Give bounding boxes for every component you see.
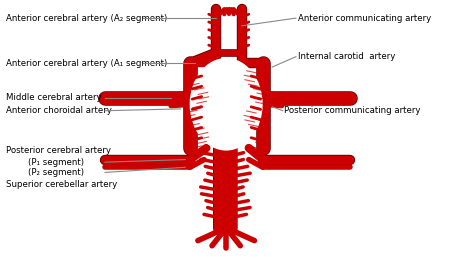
Text: (P₁ segment): (P₁ segment) (6, 158, 84, 167)
Text: Middle cerebral artery: Middle cerebral artery (6, 93, 102, 102)
Text: Superior cerebellar artery: Superior cerebellar artery (6, 179, 118, 188)
Text: Posterior communicating artery: Posterior communicating artery (284, 106, 420, 115)
Text: Posterior cerebral artery: Posterior cerebral artery (6, 146, 111, 155)
Ellipse shape (190, 58, 263, 151)
Text: Internal carotid  artery: Internal carotid artery (298, 52, 396, 61)
Text: Anterior cerebral artery (A₁ segment): Anterior cerebral artery (A₁ segment) (6, 58, 167, 68)
Text: Anterior choroidal artery: Anterior choroidal artery (6, 106, 112, 115)
Text: Anterior cerebral artery (A₂ segment): Anterior cerebral artery (A₂ segment) (6, 14, 167, 23)
Text: Anterior communicating artery: Anterior communicating artery (298, 14, 431, 23)
Text: (P₂ segment): (P₂ segment) (6, 168, 84, 177)
